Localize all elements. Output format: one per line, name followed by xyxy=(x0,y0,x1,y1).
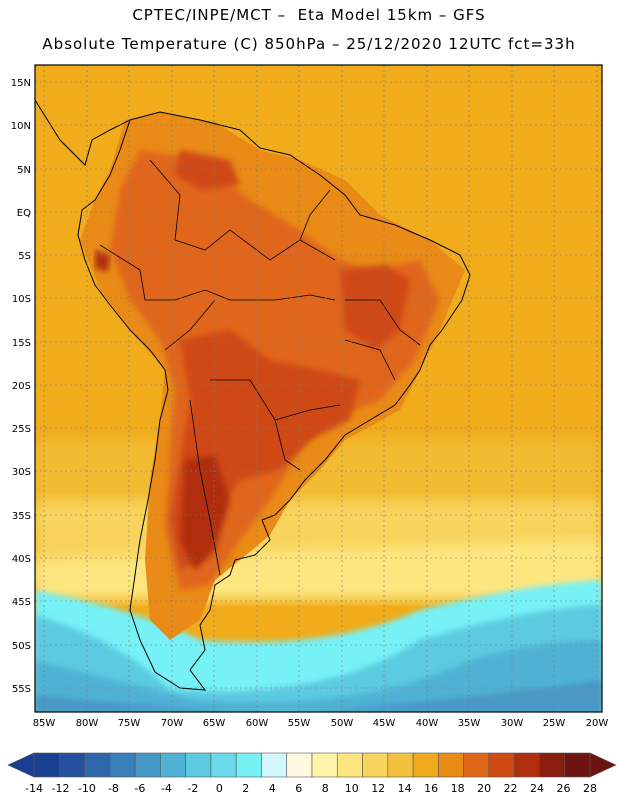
lon-label: 50W xyxy=(331,718,354,729)
lon-label: 70W xyxy=(161,718,184,729)
colorbar-label: -8 xyxy=(108,782,119,795)
country-borders xyxy=(99,159,421,576)
colorbar-label: 20 xyxy=(477,782,491,795)
lon-label: 85W xyxy=(33,718,56,729)
colorbar-swatch xyxy=(261,752,288,778)
lon-label: 80W xyxy=(76,718,99,729)
lat-label: 40S xyxy=(12,554,31,565)
lat-label: 55S xyxy=(12,684,31,695)
colorbar-swatch xyxy=(513,752,540,778)
lat-label: EQ xyxy=(17,208,31,219)
lon-label: 55W xyxy=(288,718,311,729)
lat-label: 25S xyxy=(12,424,31,435)
colorbar-label: 12 xyxy=(371,782,385,795)
colorbar-swatch xyxy=(84,752,111,778)
colorbar-swatch xyxy=(564,752,591,778)
colorbar-swatch xyxy=(387,752,414,778)
colorbar xyxy=(7,752,617,778)
lat-label: 30S xyxy=(12,467,31,478)
colorbar-label: 4 xyxy=(269,782,276,795)
lat-label: 20S xyxy=(12,381,31,392)
colorbar-swatch xyxy=(286,752,313,778)
colorbar-swatch xyxy=(539,752,566,778)
colorbar-swatch xyxy=(438,752,464,778)
colorbar-swatch xyxy=(235,752,262,778)
lat-label: 10S xyxy=(12,294,31,305)
colorbar-label: -4 xyxy=(161,782,172,795)
lon-label: 65W xyxy=(203,718,226,729)
lat-label: 5S xyxy=(18,251,31,262)
coastline xyxy=(34,99,471,691)
colorbar-swatch xyxy=(412,752,439,778)
colorbar-label: 0 xyxy=(216,782,223,795)
colorbar-label: 26 xyxy=(557,782,571,795)
colorbar-arrow-left xyxy=(7,752,35,778)
lat-label: 50S xyxy=(12,641,31,652)
colorbar-swatch xyxy=(210,752,237,778)
lon-label: 40W xyxy=(416,718,439,729)
colorbar-swatch xyxy=(362,752,389,778)
lon-label: 60W xyxy=(246,718,269,729)
lon-label: 25W xyxy=(543,718,566,729)
colorbar-label: 2 xyxy=(242,782,249,795)
colorbar-swatch xyxy=(134,752,161,778)
plot-frame xyxy=(34,64,603,713)
lat-label: 45S xyxy=(12,597,31,608)
colorbar-label: 22 xyxy=(504,782,518,795)
lon-label: 45W xyxy=(373,718,396,729)
colorbar-swatch xyxy=(185,752,212,778)
lon-label: 35W xyxy=(458,718,481,729)
colorbar-swatch xyxy=(336,752,363,778)
colorbar-label: 18 xyxy=(451,782,465,795)
colorbar-swatch xyxy=(463,752,490,778)
lat-label: 5N xyxy=(17,165,31,176)
lat-label: 10N xyxy=(11,121,31,132)
colorbar-labels: -14 -12 -10 -8 -6 -4 -2 0 2 4 6 8 10 12 14 16 18 20 22 24 26… xyxy=(25,782,597,795)
colorbar-label: 8 xyxy=(322,782,329,795)
colorbar-label: -2 xyxy=(187,782,198,795)
colorbar-arrow-right xyxy=(589,752,617,778)
lon-label: 20W xyxy=(586,718,609,729)
colorbar-label: -6 xyxy=(134,782,145,795)
lat-label: 15N xyxy=(11,78,31,89)
colorbar-label: 24 xyxy=(530,782,544,795)
colorbar-label: -10 xyxy=(78,782,96,795)
lat-label: 35S xyxy=(12,511,31,522)
colorbar-swatch xyxy=(160,752,186,778)
colorbar-swatch xyxy=(488,752,515,778)
colorbar-label: -12 xyxy=(51,782,69,795)
colorbar-label: 16 xyxy=(424,782,438,795)
colorbar-label: -14 xyxy=(25,782,43,795)
chart-title-line2: Absolute Temperature (C) 850hPa – 25/12/… xyxy=(42,35,576,53)
lat-label: 15S xyxy=(12,338,31,349)
colorbar-swatch xyxy=(58,752,85,778)
lon-label: 75W xyxy=(118,718,141,729)
colorbar-label: 28 xyxy=(583,782,597,795)
lon-label: 30W xyxy=(501,718,524,729)
colorbar-label: 10 xyxy=(345,782,359,795)
colorbar-swatch xyxy=(33,752,60,778)
colorbar-swatch xyxy=(109,752,136,778)
colorbar-label: 14 xyxy=(398,782,412,795)
colorbar-swatch xyxy=(311,752,338,778)
temperature-field xyxy=(35,65,602,712)
chart-title-line1: CPTEC/INPE/MCT – Eta Model 15km – GFS xyxy=(132,6,486,24)
colorbar-label: 6 xyxy=(295,782,302,795)
